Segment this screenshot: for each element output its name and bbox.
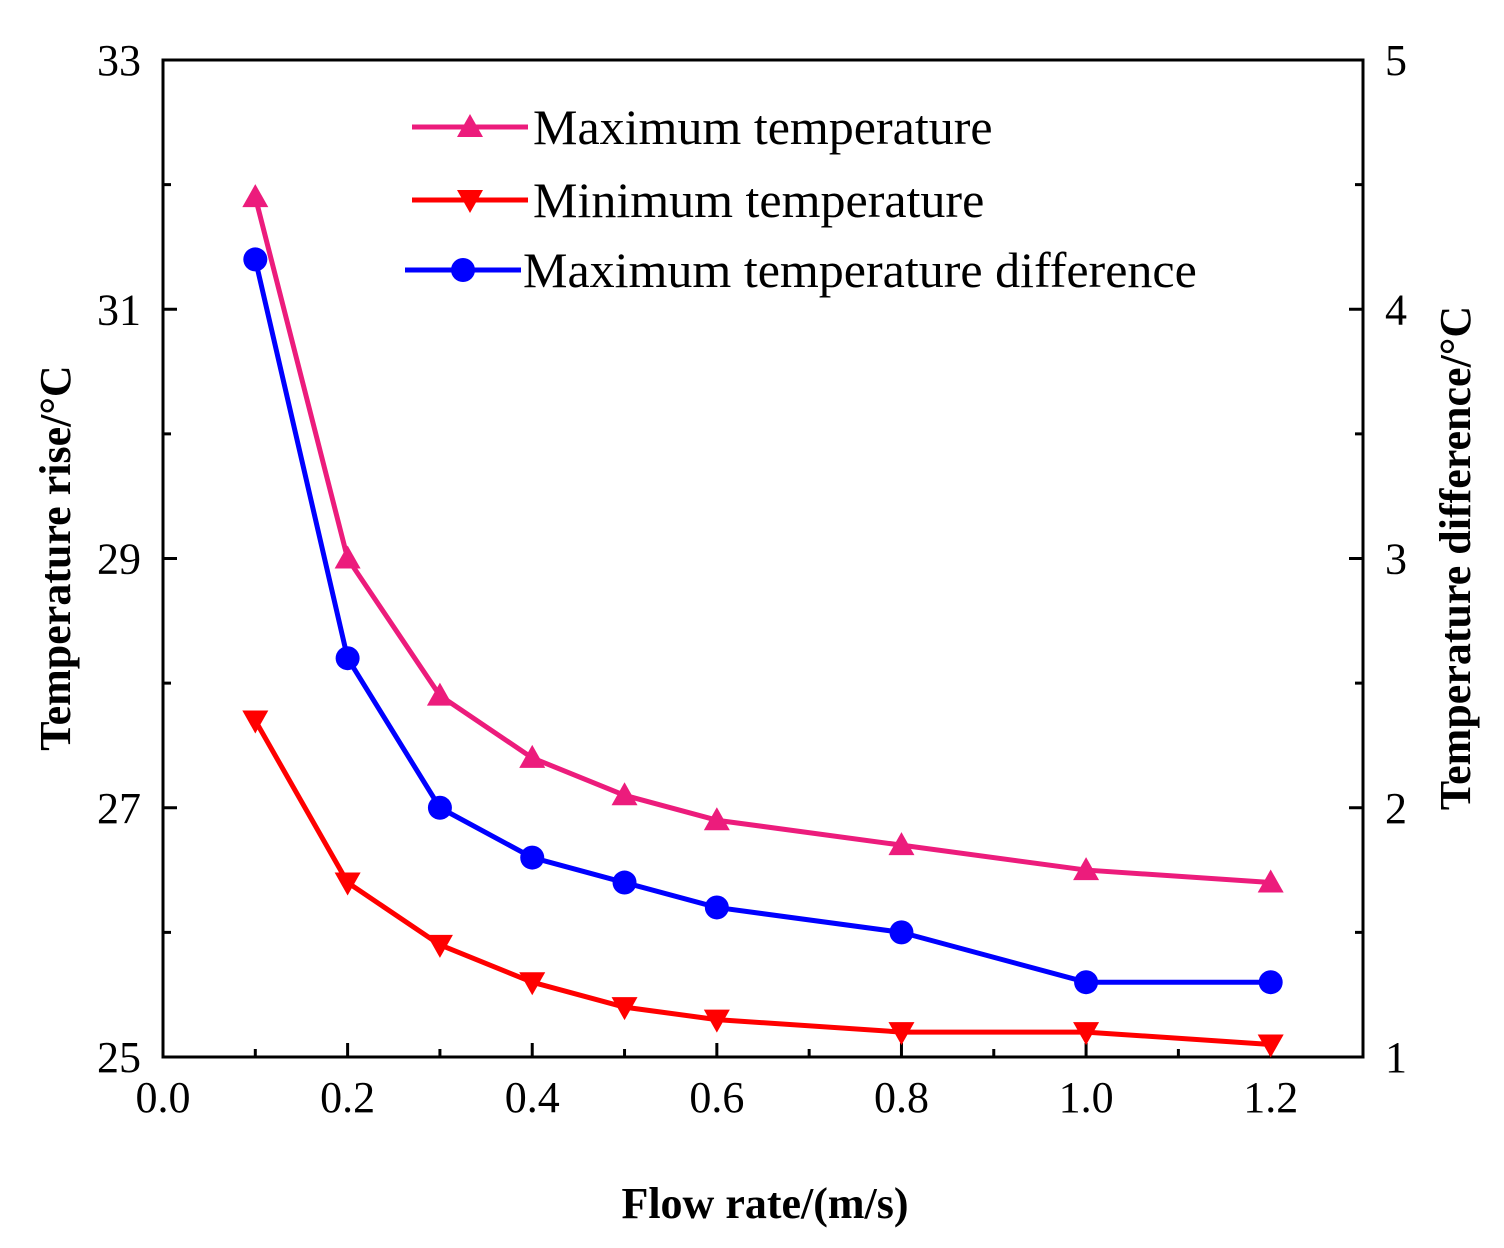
legend: Maximum temperature Minimum temperature Ma… (405, 99, 1197, 298)
legend-marker-2 (457, 190, 483, 213)
data-point-series-2 (426, 934, 453, 958)
data-point-series-2 (1073, 1022, 1100, 1046)
data-point-series-3 (1074, 970, 1099, 995)
y-right-tick-label: 2 (1385, 784, 1407, 833)
data-point-series-1 (519, 744, 546, 768)
data-point-series-1 (334, 545, 361, 569)
y-axis-title-left: Temperature rise/°C (31, 365, 80, 750)
data-point-series-2 (334, 872, 361, 896)
data-point-series-1 (703, 807, 730, 831)
data-point-series-3 (243, 247, 268, 272)
legend-label-3: Maximum temperature difference (523, 242, 1197, 298)
y-right-tick-label: 4 (1385, 285, 1407, 334)
data-point-series-2 (519, 972, 546, 996)
x-tick-label: 0.6 (689, 1073, 744, 1122)
legend-label-1: Maximum temperature (533, 99, 993, 155)
legend-marker-3 (451, 258, 475, 282)
x-tick-label: 0.8 (874, 1073, 929, 1122)
x-tick-label: 0.0 (136, 1073, 191, 1122)
y-right-tick-label: 1 (1385, 1033, 1407, 1082)
x-axis-title: Flow rate/(m/s) (621, 1179, 908, 1228)
y-right-tick-label: 3 (1385, 535, 1407, 584)
data-point-series-1 (242, 184, 269, 208)
x-tick-label: 0.2 (320, 1073, 375, 1122)
x-tick-label: 1.2 (1243, 1073, 1298, 1122)
y-left-tick-label: 31 (97, 285, 141, 334)
series-line-2 (253, 719, 1271, 1048)
series-line-1 (252, 196, 1271, 886)
legend-label-2: Minimum temperature (533, 172, 984, 228)
axis-ticks: 0.0 0.2 0.4 0.6 0.8 1.0 1.2 25 27 29 31 33 1 2 3 4 5 (97, 36, 1407, 1122)
data-point-series-1 (611, 782, 638, 806)
data-point-series-3 (612, 870, 637, 895)
y-left-tick-label: 25 (97, 1033, 141, 1082)
legend-marker-1 (457, 114, 483, 137)
data-point-series-2 (703, 1009, 730, 1033)
data-point-series-3 (335, 646, 360, 671)
x-tick-label: 0.4 (505, 1073, 560, 1122)
data-point-series-3 (704, 895, 729, 920)
data-point-series-3 (427, 795, 452, 820)
y-left-tick-label: 29 (97, 535, 141, 584)
y-axis-title-right: Temperature difference/°C (1431, 306, 1480, 810)
y-right-tick-label: 5 (1385, 36, 1407, 85)
data-point-series-1 (1257, 869, 1284, 893)
data-point-series-2 (888, 1022, 915, 1046)
x-tick-label: 1.0 (1059, 1073, 1114, 1122)
data-point-series-3 (520, 845, 545, 870)
series-lines (252, 196, 1271, 1048)
data-point-series-1 (426, 682, 453, 706)
data-point-series-2 (611, 997, 638, 1021)
data-point-series-3 (889, 920, 914, 945)
data-point-series-3 (1258, 970, 1283, 995)
series-markers (242, 184, 1284, 1058)
data-point-series-1 (1073, 857, 1100, 881)
data-point-series-2 (242, 710, 269, 734)
y-left-tick-label: 33 (97, 36, 141, 85)
data-point-series-1 (888, 832, 915, 856)
data-point-series-2 (1257, 1034, 1284, 1058)
y-left-tick-label: 27 (97, 784, 141, 833)
